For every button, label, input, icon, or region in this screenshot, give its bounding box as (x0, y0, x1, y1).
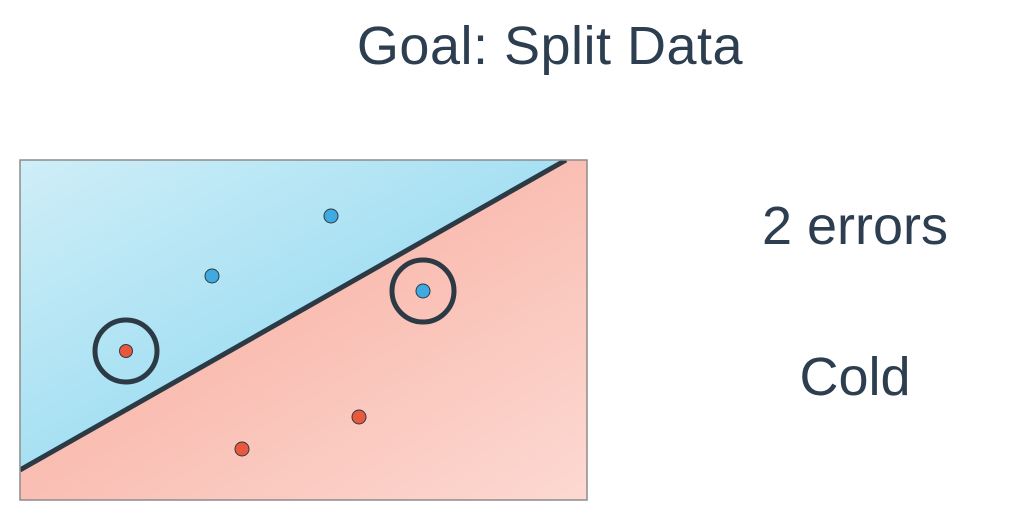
red-point (351, 409, 367, 425)
red-region (20, 160, 587, 500)
red-point (234, 441, 250, 457)
plot-frame (19, 159, 588, 501)
blue-point (323, 208, 339, 224)
error-highlight-ring (92, 317, 160, 385)
error-highlight-ring (389, 257, 457, 325)
error-count-label: 2 errors (761, 196, 949, 256)
diagram-title: Goal: Split Data (356, 16, 744, 76)
misclassified-blue-point (415, 283, 431, 299)
misclassified-red-point (119, 344, 133, 358)
blue-point (204, 268, 220, 284)
decision-boundary-line (20, 160, 568, 473)
status-label: Cold (799, 347, 911, 407)
